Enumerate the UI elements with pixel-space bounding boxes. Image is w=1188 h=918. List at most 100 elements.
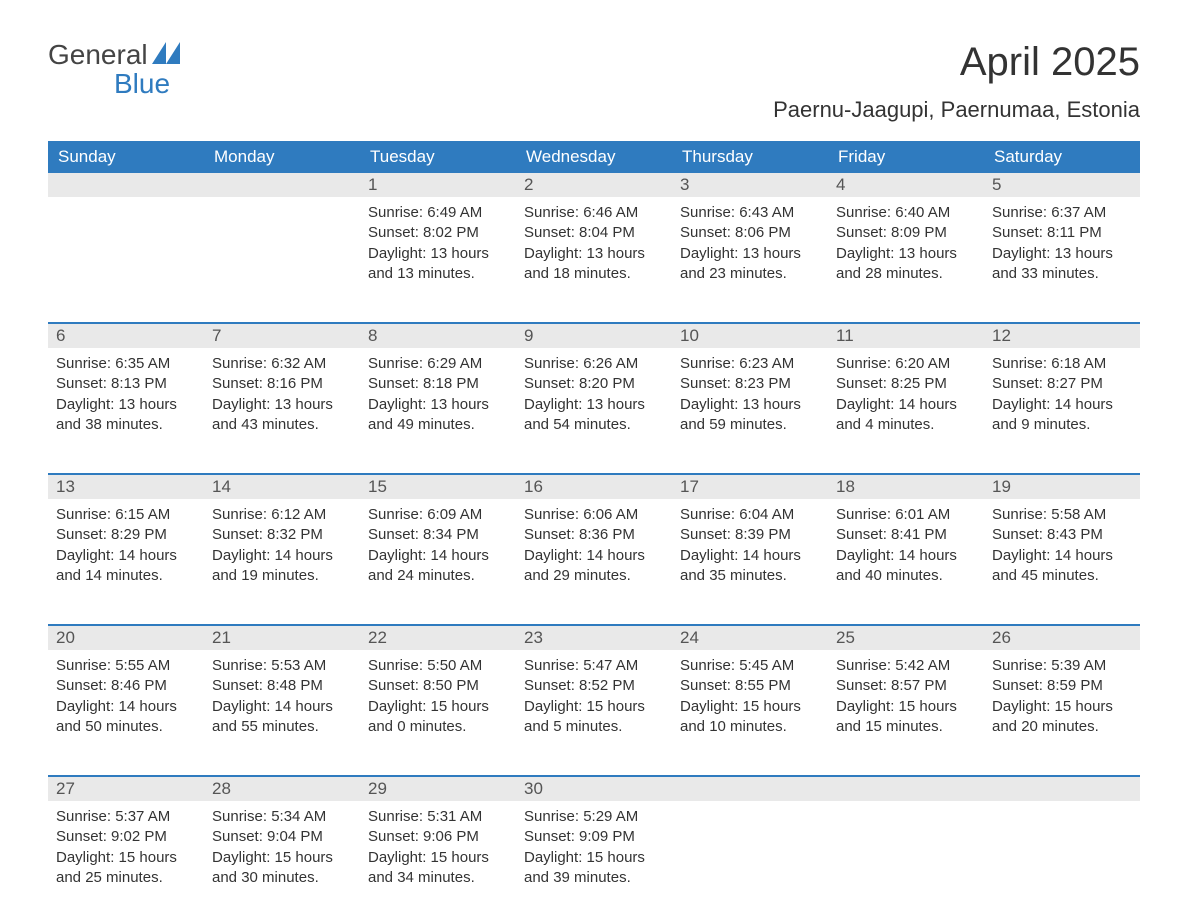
sunset-line: Sunset: 8:55 PM <box>680 676 820 696</box>
sunset-line: Sunset: 8:41 PM <box>836 525 976 545</box>
sunrise-line: Sunrise: 5:47 AM <box>524 656 664 676</box>
day-info: Sunrise: 6:12 AMSunset: 8:32 PMDaylight:… <box>204 499 360 586</box>
day-number: 13 <box>48 475 204 499</box>
day-header: Thursday <box>672 141 828 173</box>
day-number: 19 <box>984 475 1140 499</box>
day-info: Sunrise: 6:06 AMSunset: 8:36 PMDaylight:… <box>516 499 672 586</box>
day-header: Saturday <box>984 141 1140 173</box>
daylight-line: Daylight: 14 hours and 14 minutes. <box>56 546 196 587</box>
daylight-line: Daylight: 14 hours and 50 minutes. <box>56 697 196 738</box>
day-info: Sunrise: 6:26 AMSunset: 8:20 PMDaylight:… <box>516 348 672 435</box>
logo-top: General <box>48 40 180 69</box>
daylight-line: Daylight: 15 hours and 39 minutes. <box>524 848 664 889</box>
day-header: Friday <box>828 141 984 173</box>
day-info: Sunrise: 6:09 AMSunset: 8:34 PMDaylight:… <box>360 499 516 586</box>
calendar-week: 13Sunrise: 6:15 AMSunset: 8:29 PMDayligh… <box>48 473 1140 610</box>
sunrise-line: Sunrise: 6:43 AM <box>680 203 820 223</box>
daylight-line: Daylight: 13 hours and 13 minutes. <box>368 244 508 285</box>
daylight-line: Daylight: 13 hours and 54 minutes. <box>524 395 664 436</box>
day-number <box>204 173 360 197</box>
daylight-line: Daylight: 13 hours and 28 minutes. <box>836 244 976 285</box>
calendar-cell: 8Sunrise: 6:29 AMSunset: 8:18 PMDaylight… <box>360 324 516 459</box>
day-number: 23 <box>516 626 672 650</box>
sunrise-line: Sunrise: 6:18 AM <box>992 354 1132 374</box>
sunset-line: Sunset: 8:20 PM <box>524 374 664 394</box>
sunrise-line: Sunrise: 6:29 AM <box>368 354 508 374</box>
day-info: Sunrise: 5:31 AMSunset: 9:06 PMDaylight:… <box>360 801 516 888</box>
location-subtitle: Paernu-Jaagupi, Paernumaa, Estonia <box>773 97 1140 123</box>
sunrise-line: Sunrise: 6:35 AM <box>56 354 196 374</box>
day-number: 28 <box>204 777 360 801</box>
sunrise-line: Sunrise: 6:12 AM <box>212 505 352 525</box>
day-header-row: Sunday Monday Tuesday Wednesday Thursday… <box>48 141 1140 173</box>
daylight-line: Daylight: 14 hours and 9 minutes. <box>992 395 1132 436</box>
sunrise-line: Sunrise: 5:37 AM <box>56 807 196 827</box>
sunset-line: Sunset: 9:04 PM <box>212 827 352 847</box>
daylight-line: Daylight: 14 hours and 55 minutes. <box>212 697 352 738</box>
day-info: Sunrise: 5:50 AMSunset: 8:50 PMDaylight:… <box>360 650 516 737</box>
calendar-cell: 29Sunrise: 5:31 AMSunset: 9:06 PMDayligh… <box>360 777 516 912</box>
calendar-cell: 21Sunrise: 5:53 AMSunset: 8:48 PMDayligh… <box>204 626 360 761</box>
calendar-cell: 6Sunrise: 6:35 AMSunset: 8:13 PMDaylight… <box>48 324 204 459</box>
day-number: 17 <box>672 475 828 499</box>
calendar-cell: 15Sunrise: 6:09 AMSunset: 8:34 PMDayligh… <box>360 475 516 610</box>
sunset-line: Sunset: 8:43 PM <box>992 525 1132 545</box>
sunrise-line: Sunrise: 5:45 AM <box>680 656 820 676</box>
calendar-cell: 23Sunrise: 5:47 AMSunset: 8:52 PMDayligh… <box>516 626 672 761</box>
day-info: Sunrise: 5:37 AMSunset: 9:02 PMDaylight:… <box>48 801 204 888</box>
daylight-line: Daylight: 14 hours and 19 minutes. <box>212 546 352 587</box>
calendar-cell <box>204 173 360 308</box>
day-number: 6 <box>48 324 204 348</box>
calendar-cell: 12Sunrise: 6:18 AMSunset: 8:27 PMDayligh… <box>984 324 1140 459</box>
day-header: Monday <box>204 141 360 173</box>
day-number: 30 <box>516 777 672 801</box>
logo-triangle-icon <box>152 40 180 69</box>
title-block: April 2025 Paernu-Jaagupi, Paernumaa, Es… <box>773 40 1140 123</box>
header: General Blue April 2025 Paernu-Jaagupi, … <box>48 40 1140 123</box>
sunset-line: Sunset: 8:04 PM <box>524 223 664 243</box>
sunrise-line: Sunrise: 5:31 AM <box>368 807 508 827</box>
sunset-line: Sunset: 8:32 PM <box>212 525 352 545</box>
daylight-line: Daylight: 13 hours and 18 minutes. <box>524 244 664 285</box>
sunset-line: Sunset: 9:06 PM <box>368 827 508 847</box>
sunset-line: Sunset: 8:52 PM <box>524 676 664 696</box>
sunrise-line: Sunrise: 6:06 AM <box>524 505 664 525</box>
sunrise-line: Sunrise: 5:55 AM <box>56 656 196 676</box>
calendar-cell: 22Sunrise: 5:50 AMSunset: 8:50 PMDayligh… <box>360 626 516 761</box>
daylight-line: Daylight: 13 hours and 33 minutes. <box>992 244 1132 285</box>
day-info: Sunrise: 6:40 AMSunset: 8:09 PMDaylight:… <box>828 197 984 284</box>
calendar: Sunday Monday Tuesday Wednesday Thursday… <box>48 141 1140 912</box>
day-info: Sunrise: 5:55 AMSunset: 8:46 PMDaylight:… <box>48 650 204 737</box>
day-info: Sunrise: 5:39 AMSunset: 8:59 PMDaylight:… <box>984 650 1140 737</box>
calendar-cell <box>828 777 984 912</box>
sunrise-line: Sunrise: 6:20 AM <box>836 354 976 374</box>
calendar-cell <box>48 173 204 308</box>
daylight-line: Daylight: 15 hours and 30 minutes. <box>212 848 352 889</box>
day-number: 25 <box>828 626 984 650</box>
daylight-line: Daylight: 15 hours and 34 minutes. <box>368 848 508 889</box>
sunset-line: Sunset: 8:25 PM <box>836 374 976 394</box>
page-title: April 2025 <box>773 40 1140 85</box>
sunset-line: Sunset: 8:16 PM <box>212 374 352 394</box>
sunrise-line: Sunrise: 6:23 AM <box>680 354 820 374</box>
day-number: 8 <box>360 324 516 348</box>
calendar-cell: 14Sunrise: 6:12 AMSunset: 8:32 PMDayligh… <box>204 475 360 610</box>
sunrise-line: Sunrise: 6:26 AM <box>524 354 664 374</box>
calendar-cell: 16Sunrise: 6:06 AMSunset: 8:36 PMDayligh… <box>516 475 672 610</box>
calendar-cell: 7Sunrise: 6:32 AMSunset: 8:16 PMDaylight… <box>204 324 360 459</box>
sunset-line: Sunset: 8:36 PM <box>524 525 664 545</box>
sunset-line: Sunset: 8:06 PM <box>680 223 820 243</box>
sunset-line: Sunset: 8:57 PM <box>836 676 976 696</box>
calendar-cell: 25Sunrise: 5:42 AMSunset: 8:57 PMDayligh… <box>828 626 984 761</box>
daylight-line: Daylight: 14 hours and 24 minutes. <box>368 546 508 587</box>
sunset-line: Sunset: 8:46 PM <box>56 676 196 696</box>
calendar-cell: 20Sunrise: 5:55 AMSunset: 8:46 PMDayligh… <box>48 626 204 761</box>
calendar-cell: 26Sunrise: 5:39 AMSunset: 8:59 PMDayligh… <box>984 626 1140 761</box>
day-info: Sunrise: 5:53 AMSunset: 8:48 PMDaylight:… <box>204 650 360 737</box>
day-number: 7 <box>204 324 360 348</box>
logo: General Blue <box>48 40 180 99</box>
calendar-week: 27Sunrise: 5:37 AMSunset: 9:02 PMDayligh… <box>48 775 1140 912</box>
day-info: Sunrise: 6:46 AMSunset: 8:04 PMDaylight:… <box>516 197 672 284</box>
sunrise-line: Sunrise: 6:01 AM <box>836 505 976 525</box>
calendar-cell: 1Sunrise: 6:49 AMSunset: 8:02 PMDaylight… <box>360 173 516 308</box>
